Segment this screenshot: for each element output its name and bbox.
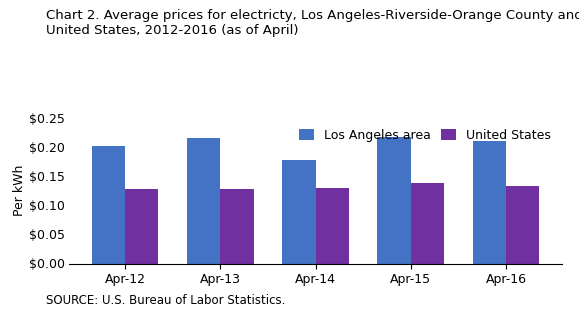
Bar bbox=[282, 160, 316, 264]
Bar bbox=[472, 140, 506, 264]
Legend: Los Angeles area, United States: Los Angeles area, United States bbox=[294, 124, 555, 147]
Y-axis label: Per kWh: Per kWh bbox=[13, 165, 26, 216]
Bar bbox=[92, 146, 125, 264]
Bar bbox=[411, 183, 444, 264]
Bar bbox=[316, 188, 349, 264]
Text: SOURCE: U.S. Bureau of Labor Statistics.: SOURCE: U.S. Bureau of Labor Statistics. bbox=[46, 294, 285, 307]
Bar bbox=[506, 186, 539, 264]
Bar bbox=[187, 138, 221, 264]
Bar bbox=[125, 189, 159, 264]
Bar bbox=[221, 189, 254, 264]
Bar bbox=[378, 137, 411, 264]
Text: Chart 2. Average prices for electricty, Los Angeles-Riverside-Orange County and : Chart 2. Average prices for electricty, … bbox=[46, 9, 579, 37]
